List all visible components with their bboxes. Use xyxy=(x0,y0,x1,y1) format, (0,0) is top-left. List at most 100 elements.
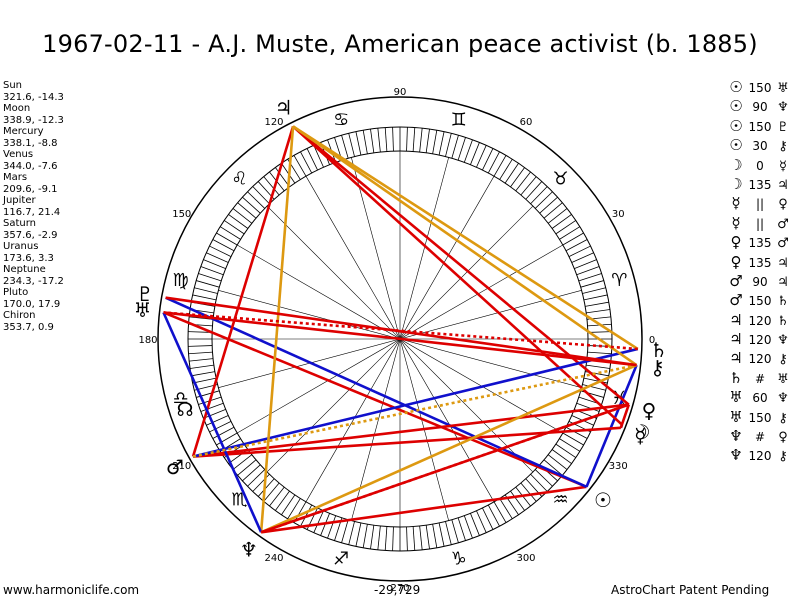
degree-tick xyxy=(451,519,459,543)
planet-name-saturn: Saturn xyxy=(3,218,37,229)
degree-tick xyxy=(510,490,525,511)
degree-tick xyxy=(327,515,337,539)
degree-tick xyxy=(370,129,375,153)
aspect-planet-b: ⚷ xyxy=(778,410,788,426)
footer-value: -29,729 xyxy=(374,583,421,597)
degree-tick xyxy=(392,526,394,551)
degree-tick xyxy=(562,232,584,246)
degree-label: 0 xyxy=(649,335,655,346)
degree-label: 270 xyxy=(390,583,409,594)
aspect-type: 150 xyxy=(748,410,772,425)
degree-tick xyxy=(445,133,452,157)
planet-coords-sun: 321.6, -14.3 xyxy=(3,91,64,103)
degree-tick xyxy=(355,131,362,156)
degree-tick xyxy=(476,510,487,533)
degree-tick xyxy=(551,214,572,229)
degree-tick xyxy=(216,432,238,446)
planet-glyph-icon: ♆ xyxy=(240,537,258,561)
aspect-row: ♄ # ♅ xyxy=(725,369,793,388)
degree-tick xyxy=(530,186,548,205)
degree-tick xyxy=(206,252,229,263)
degree-tick xyxy=(419,525,423,550)
aspect-row: ☿ || ♂ xyxy=(725,214,793,233)
planet-glyph-icon: ☿ xyxy=(634,424,646,448)
degree-tick xyxy=(504,163,519,184)
degree-tick xyxy=(493,501,507,523)
aspect-planet-a: ♂ xyxy=(729,291,743,310)
aspect-type: || xyxy=(755,216,765,231)
degree-tick xyxy=(457,137,466,161)
degree-label: 60 xyxy=(520,117,533,128)
degree-tick xyxy=(196,280,220,288)
degree-tick xyxy=(565,239,588,252)
aspect-line xyxy=(165,296,637,367)
aspect-type: # xyxy=(754,371,766,386)
aspect-line xyxy=(292,125,638,367)
degree-tick xyxy=(384,526,388,551)
degree-tick xyxy=(463,515,473,539)
degree-tick xyxy=(565,426,588,439)
aspect-planet-a: ♂ xyxy=(729,271,743,290)
degree-tick xyxy=(237,459,257,476)
aspect-planet-a: ♅ xyxy=(729,388,743,407)
degree-tick xyxy=(203,259,226,269)
degree-tick xyxy=(188,351,213,355)
degree-tick xyxy=(232,454,253,470)
aspect-type: 120 xyxy=(748,352,772,367)
degree-tick xyxy=(200,402,224,412)
aspect-planet-b: ⚷ xyxy=(778,352,788,368)
aspect-type: 135 xyxy=(748,255,772,270)
degree-tick xyxy=(412,127,416,152)
degree-tick xyxy=(482,148,494,171)
degree-tick xyxy=(247,469,266,487)
degree-tick xyxy=(470,513,480,536)
degree-tick xyxy=(499,498,513,519)
degree-tick xyxy=(539,196,558,214)
degree-tick xyxy=(341,135,349,159)
aspect-planet-b: ♃ xyxy=(777,255,789,271)
degree-tick xyxy=(559,438,580,452)
degree-tick xyxy=(189,358,214,362)
degree-tick xyxy=(438,522,445,547)
degree-tick xyxy=(263,176,280,196)
degree-tick xyxy=(188,331,213,333)
degree-tick xyxy=(476,145,487,168)
degree-tick xyxy=(362,130,368,154)
aspect-planet-b: ♃ xyxy=(777,177,789,193)
aspect-type: 0 xyxy=(756,158,764,173)
degree-label: 330 xyxy=(609,461,628,472)
zodiac-sign-icon: ♉ xyxy=(552,168,568,189)
degree-tick xyxy=(263,482,280,502)
aspect-line xyxy=(163,311,637,367)
degree-tick xyxy=(406,127,408,152)
planet-name-jupiter: Jupiter xyxy=(3,195,36,206)
degree-label: 240 xyxy=(264,553,283,564)
degree-tick xyxy=(562,432,584,446)
degree-tick xyxy=(576,402,600,412)
planet-glyph-icon: ⚷ xyxy=(650,355,665,379)
degree-tick xyxy=(275,490,290,511)
planet-name-pluto: Pluto xyxy=(3,287,29,298)
planet-glyph-icon: ♃ xyxy=(275,96,293,120)
planet-name-mars: Mars xyxy=(3,172,28,183)
degree-tick xyxy=(348,521,355,545)
degree-tick xyxy=(370,525,375,549)
degree-tick xyxy=(200,266,224,276)
degree-tick xyxy=(586,364,610,369)
zodiac-sign-icon: ♒ xyxy=(552,490,568,511)
aspect-row: ☉ 30 ⚷ xyxy=(725,136,793,155)
aspect-planet-b: ♇ xyxy=(777,119,789,135)
degree-tick xyxy=(212,426,235,439)
aspect-row: ♃ 120 ♆ xyxy=(725,330,793,349)
planet-position-list: Sun 321.6, -14.3 Moon 338.9, -12.3 Mercury 33… xyxy=(3,80,64,333)
degree-tick xyxy=(194,287,218,294)
aspect-planet-a: ♀ xyxy=(730,233,742,252)
aspect-planet-a: ♃ xyxy=(729,349,743,368)
degree-tick xyxy=(198,273,222,282)
aspect-type: 120 xyxy=(748,313,772,328)
degree-tick xyxy=(341,519,349,543)
footer-website[interactable]: www.harmoniclife.com xyxy=(3,583,140,597)
planet-glyph-icon: ☽ xyxy=(633,420,651,444)
degree-tick xyxy=(568,245,591,257)
degree-tick xyxy=(189,316,214,320)
